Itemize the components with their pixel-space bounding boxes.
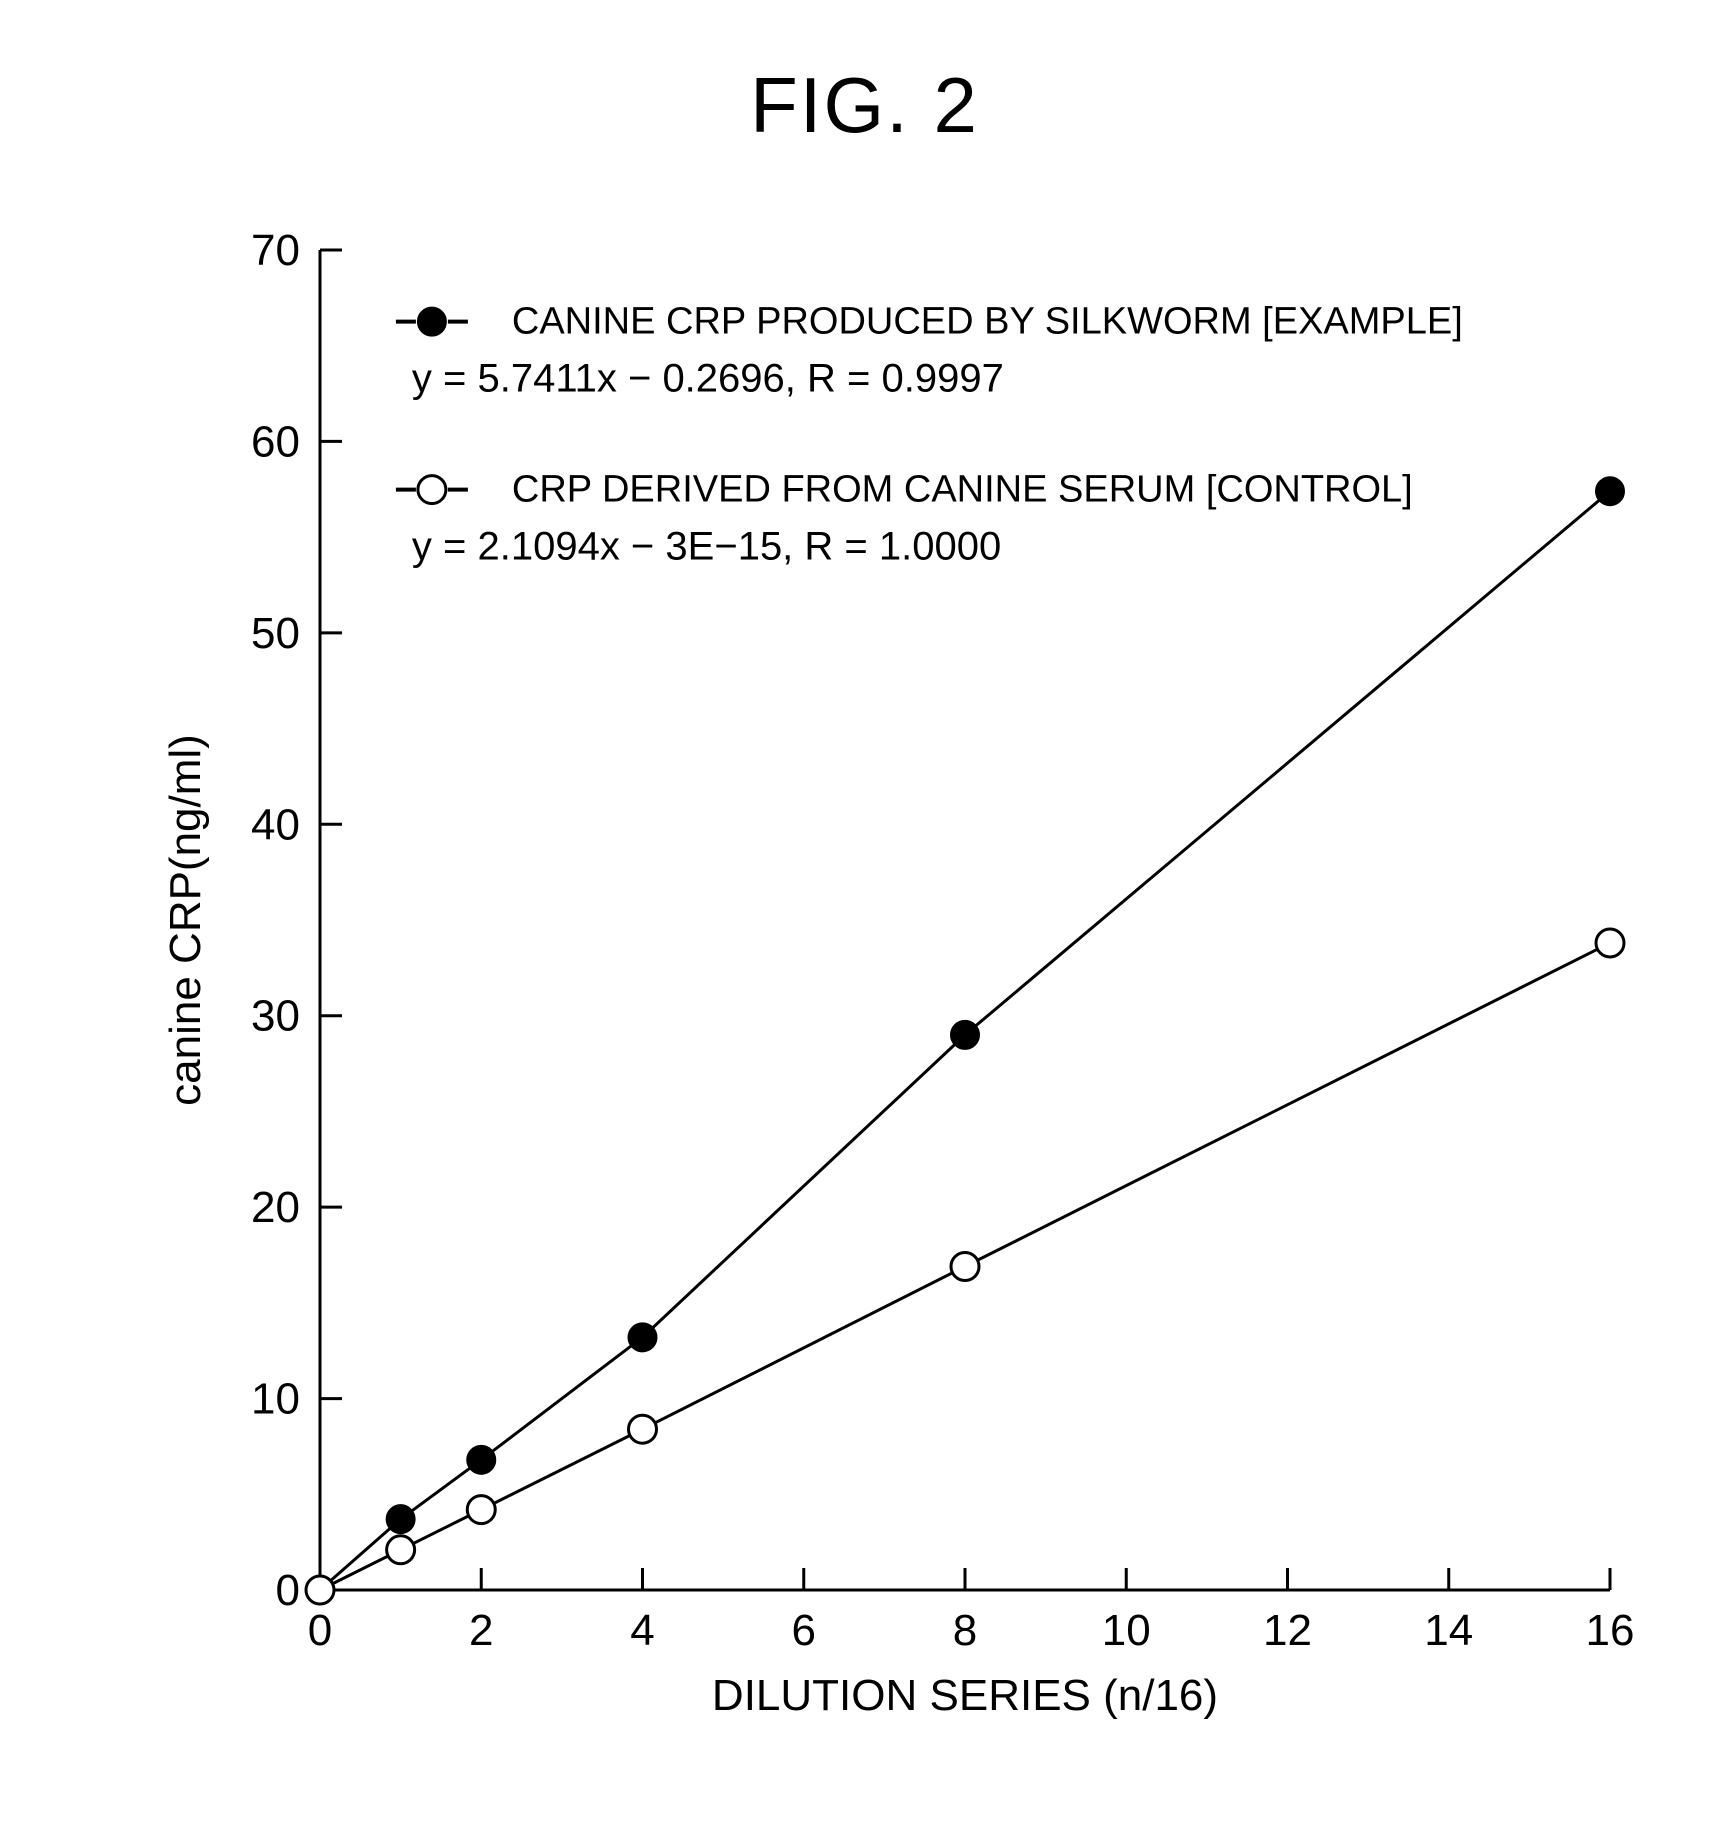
page: FIG. 2 0 10 20 30 40 50 60 70 0 2 4 6 8 10 12 14 16 DILUT… bbox=[0, 0, 1729, 1829]
y-tick-label: 0 bbox=[276, 1566, 300, 1615]
data-point-example bbox=[387, 1505, 415, 1533]
x-tick-label: 8 bbox=[953, 1606, 977, 1655]
figure-title: FIG. 2 bbox=[0, 60, 1729, 151]
legend-label-example: CANINE CRP PRODUCED BY SILKWORM [EXAMPLE… bbox=[512, 301, 1463, 343]
y-tick-label: 70 bbox=[251, 226, 300, 275]
legend-label-control: CRP DERIVED FROM CANINE SERUM [CONTROL] bbox=[512, 469, 1413, 511]
y-axis-label: canine CRP(ng/ml) bbox=[161, 734, 210, 1106]
data-point-example bbox=[951, 1021, 979, 1049]
data-point-example bbox=[467, 1446, 495, 1474]
x-axis-label: DILUTION SERIES (n/16) bbox=[712, 1671, 1218, 1720]
legend-equation-example: y = 5.7411x − 0.2696, R = 0.9997 bbox=[412, 357, 1004, 401]
legend-marker-control bbox=[418, 476, 446, 504]
y-tick-label: 10 bbox=[251, 1375, 300, 1424]
x-tick-label: 12 bbox=[1263, 1606, 1312, 1655]
data-point-example bbox=[1596, 477, 1624, 505]
data-point-control bbox=[387, 1536, 415, 1564]
legend-marker-example bbox=[418, 308, 446, 336]
data-point-control bbox=[1596, 929, 1624, 957]
y-tick-label: 50 bbox=[251, 609, 300, 658]
x-tick-label: 16 bbox=[1586, 1606, 1635, 1655]
y-tick-label: 40 bbox=[251, 800, 300, 849]
y-tick-label: 20 bbox=[251, 1183, 300, 1232]
chart-container: 0 10 20 30 40 50 60 70 0 2 4 6 8 10 12 14 16 DILUTION SER… bbox=[150, 220, 1650, 1770]
x-tick-label: 14 bbox=[1424, 1606, 1473, 1655]
data-point-example bbox=[629, 1323, 657, 1351]
legend-equation-control: y = 2.1094x − 3E−15, R = 1.0000 bbox=[412, 525, 1001, 569]
x-tick-label: 4 bbox=[630, 1606, 654, 1655]
x-tick-label: 6 bbox=[792, 1606, 816, 1655]
data-point-control bbox=[306, 1576, 334, 1604]
data-point-control bbox=[467, 1496, 495, 1524]
x-tick-label: 10 bbox=[1102, 1606, 1151, 1655]
y-tick-label: 30 bbox=[251, 992, 300, 1041]
y-tick-label: 60 bbox=[251, 417, 300, 466]
x-tick-label: 0 bbox=[308, 1606, 332, 1655]
chart-svg: 0 10 20 30 40 50 60 70 0 2 4 6 8 10 12 14 16 DILUTION SER… bbox=[150, 220, 1650, 1770]
data-point-control bbox=[629, 1415, 657, 1443]
data-point-control bbox=[951, 1252, 979, 1280]
x-tick-label: 2 bbox=[469, 1606, 493, 1655]
